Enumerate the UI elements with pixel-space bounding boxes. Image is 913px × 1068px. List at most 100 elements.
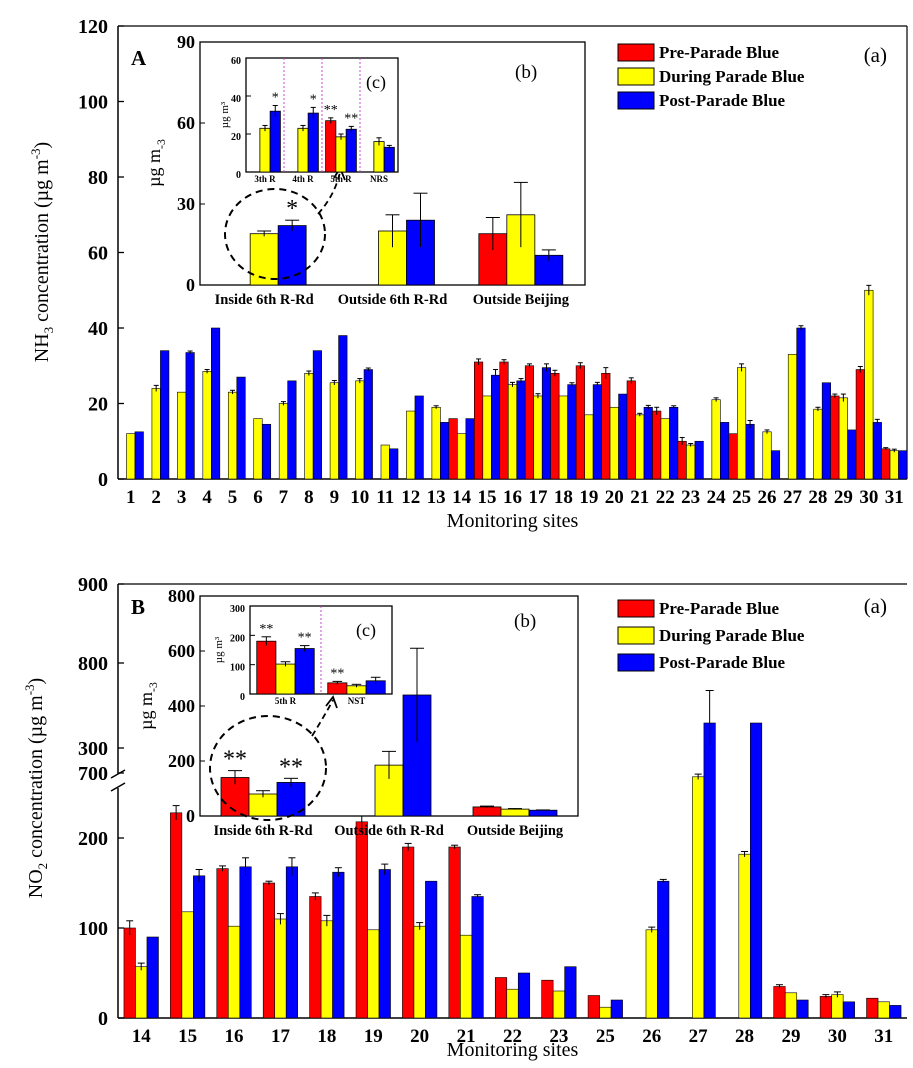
A-bar-post	[643, 406, 653, 480]
A-bar-during	[864, 289, 874, 480]
B-inset-b-bar-post	[402, 694, 432, 817]
A-bar-during	[482, 395, 492, 480]
A-bar-pre	[575, 365, 585, 480]
A-errorbar	[204, 369, 210, 374]
A-bar-pre	[677, 440, 687, 480]
A-bar-post	[618, 393, 628, 480]
B-legend-label-pre: Pre-Parade Blue	[659, 599, 780, 618]
A-errorbar	[552, 369, 558, 377]
B-inset-c-ytick-label: 100	[230, 663, 245, 674]
A-inset-c-bar-during	[259, 127, 271, 173]
B-corner-label: (a)	[864, 594, 887, 618]
A-xtick-label: 23	[681, 487, 700, 508]
B-bar-pre	[355, 821, 368, 1019]
B-inset-c-y-axis-label: µg m³	[213, 636, 225, 663]
A-inset-c-category-label: 4th R	[292, 174, 314, 184]
A-bar-during	[737, 367, 747, 480]
B-errorbar	[276, 913, 284, 925]
A-bar-pre	[652, 410, 662, 480]
A-bar-pre	[550, 372, 560, 480]
A-xtick-label: 29	[834, 487, 853, 508]
A-errorbar	[815, 406, 821, 412]
A-legend-label-post: Post-Parade Blue	[659, 91, 786, 110]
B-inset-c-errorbar	[299, 645, 310, 652]
B-inset-b-errorbar	[536, 809, 550, 811]
A-bar-post	[567, 384, 577, 480]
B-bar-pre	[541, 979, 554, 1019]
A-bar-during	[660, 418, 670, 480]
A-bar-post	[363, 369, 373, 480]
B-errorbar	[822, 994, 830, 999]
A-errorbar	[594, 381, 600, 387]
B-errorbar	[381, 863, 389, 875]
B-legend-swatch-pre	[617, 599, 655, 618]
A-bar-pre	[881, 448, 891, 480]
B-errorbar	[242, 857, 250, 876]
A-inset-b-errorbar	[485, 217, 500, 250]
A-errorbar	[874, 418, 880, 426]
A-ytick-label: 0	[98, 469, 108, 491]
A-bar-post	[414, 395, 424, 480]
B-bar-during	[877, 1001, 890, 1019]
B-bar-post	[425, 880, 438, 1019]
A-bar-post	[516, 380, 526, 480]
B-bar-post	[193, 875, 206, 1019]
B-errorbar	[659, 878, 667, 883]
A-errorbar	[569, 382, 575, 387]
A-errorbar	[891, 448, 897, 453]
A-errorbar	[739, 363, 745, 372]
B-errorbar	[195, 869, 203, 883]
A-xtick-label: 18	[554, 487, 573, 508]
B-y-axis-label-part: concentration (µg m	[25, 695, 47, 863]
B-bar-post	[796, 999, 809, 1019]
A-bar-during	[380, 444, 390, 480]
A-bar-pre	[830, 395, 840, 480]
B-xtick-label: 25	[596, 1026, 615, 1047]
A-bar-post	[592, 384, 602, 480]
A-bar-post	[287, 380, 297, 480]
A-bar-pre	[601, 372, 611, 480]
A-bar-during	[635, 414, 645, 480]
B-inset-c-panel-label: (c)	[356, 620, 376, 641]
B-bar-during	[367, 929, 380, 1019]
A-xtick-label: 26	[758, 487, 777, 508]
A-bar-during	[889, 450, 899, 480]
A-bar-during	[507, 384, 518, 480]
A-bar-post	[694, 440, 704, 480]
A-bar-during	[406, 410, 416, 480]
A-xtick-label: 14	[452, 487, 472, 508]
B-bar-pre	[309, 896, 322, 1019]
A-inset-b-errorbar	[257, 230, 272, 237]
B-inset-c-errorbar	[332, 680, 343, 685]
B-xtick-label: 15	[178, 1026, 197, 1047]
A-bar-pre	[855, 369, 865, 480]
B-errorbar	[451, 844, 459, 849]
A-bar-during	[584, 414, 594, 480]
B-inset-b-panel-label: (b)	[514, 611, 536, 632]
A-bar-post	[185, 352, 195, 480]
B-inset-b-significance: **	[279, 754, 303, 780]
B-errorbar	[265, 880, 273, 885]
A-bar-post	[541, 367, 552, 480]
A-bar-pre	[728, 433, 738, 480]
B-inset-b-errorbar	[382, 750, 396, 779]
A-errorbar	[153, 384, 159, 392]
A-bar-during	[253, 418, 263, 480]
A-y-axis-label-part: -3	[28, 148, 43, 159]
A-y-axis-label-part: )	[31, 142, 53, 149]
B-inset-c-bar-pre	[327, 682, 348, 695]
A-xtick-label: 7	[279, 487, 289, 508]
A-bar-during	[558, 395, 568, 480]
A-inset-b-category-label: Outside Beijing	[473, 292, 570, 308]
B-bar-during	[692, 776, 705, 1019]
B-y-axis-label-part: NO	[25, 869, 47, 898]
A-inset-c-bar-pre	[325, 120, 337, 173]
B-xtick-label: 16	[225, 1026, 244, 1047]
A-errorbar	[747, 419, 753, 429]
B-bar-pre	[216, 868, 229, 1019]
A-xtick-label: 5	[228, 487, 238, 508]
B-bar-during	[784, 992, 798, 1019]
A-bar-post	[134, 431, 144, 480]
